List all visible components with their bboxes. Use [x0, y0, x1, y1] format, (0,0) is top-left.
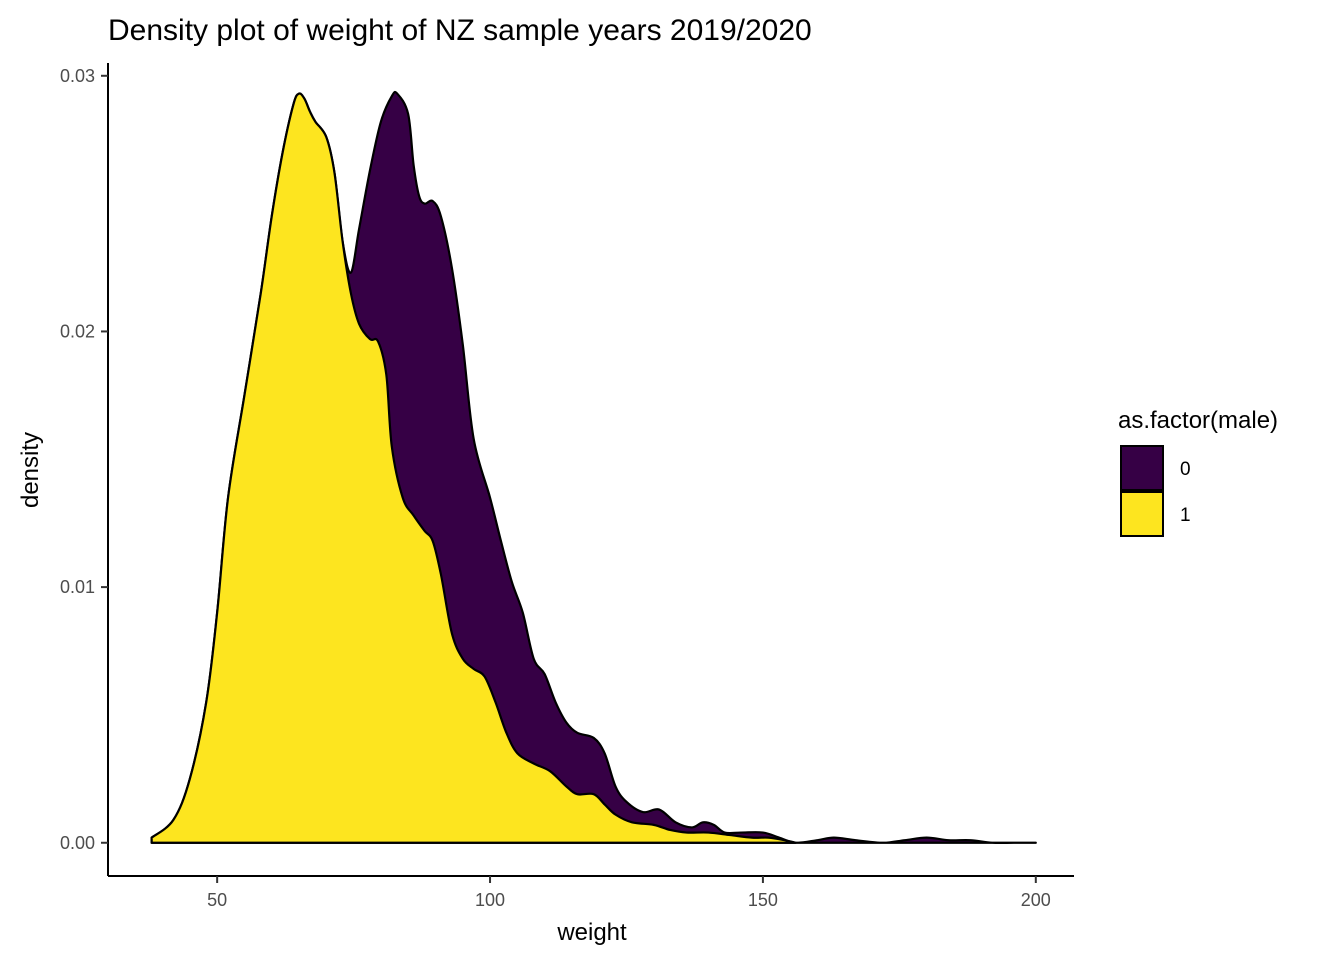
x-tick-label: 150 [748, 890, 778, 910]
y-tick-label: 0.01 [60, 577, 95, 597]
legend: as.factor(male) 0 1 [1118, 407, 1278, 537]
x-axis-title: weight [556, 919, 627, 946]
y-tick-label: 0.00 [60, 833, 95, 853]
legend-key-1 [1120, 491, 1164, 537]
legend-label-0: 0 [1180, 459, 1191, 480]
legend-label-1: 1 [1180, 505, 1191, 526]
axes-layer: 50 100 150 200 0.00 0.01 0.02 0.03 [60, 63, 1074, 910]
y-tick-label: 0.02 [60, 321, 95, 341]
y-axis-title: density [17, 432, 44, 508]
x-tick-label: 200 [1021, 890, 1051, 910]
x-tick-label: 50 [207, 890, 227, 910]
legend-title: as.factor(male) [1118, 407, 1278, 434]
chart-title: Density plot of weight of NZ sample year… [108, 14, 812, 47]
legend-key-0 [1120, 445, 1164, 491]
series-layer [150, 90, 1037, 845]
density-area-series-1 [150, 92, 797, 844]
x-tick-label: 100 [475, 890, 505, 910]
y-tick-label: 0.03 [60, 66, 95, 86]
